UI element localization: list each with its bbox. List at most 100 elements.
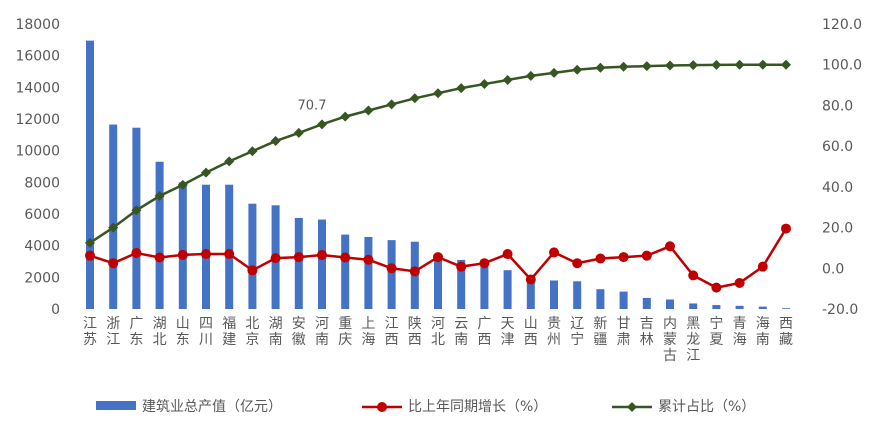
bar-series: [86, 40, 790, 310]
growth-marker: [154, 252, 165, 263]
share-marker: [177, 179, 188, 190]
share-marker: [131, 205, 142, 216]
category-label: 湖北: [153, 316, 167, 348]
category-label: 重庆: [338, 316, 352, 348]
share-marker: [409, 93, 420, 104]
category-label: 宁夏: [709, 315, 723, 348]
share-marker: [479, 79, 490, 90]
category-label: 江苏: [83, 316, 97, 348]
bar: [712, 305, 721, 309]
bar: [225, 184, 234, 309]
bar: [503, 270, 512, 309]
bar: [526, 278, 535, 309]
category-label: 四川: [199, 316, 213, 348]
category-label: 山西: [524, 316, 538, 348]
share-marker: [85, 237, 95, 248]
bar: [689, 303, 698, 309]
share-marker: [270, 136, 281, 147]
category-labels: 江苏浙江广东湖北山东四川福建北京湖南安徽河南重庆上海江西陕西河北云南广西天津山西…: [83, 315, 793, 364]
share-marker: [525, 70, 536, 81]
bar: [387, 240, 396, 309]
share-marker: [224, 156, 235, 167]
left-tick-label: 2000: [24, 270, 60, 286]
growth-marker: [688, 270, 699, 281]
share-marker: [386, 99, 397, 110]
bar: [480, 263, 489, 309]
category-label: 青海: [733, 316, 747, 348]
category-label: 新疆: [593, 316, 607, 348]
bar: [573, 281, 582, 309]
category-label: 河南: [315, 316, 329, 348]
growth-marker: [317, 250, 327, 261]
growth-marker: [549, 247, 559, 258]
growth-marker: [595, 253, 606, 264]
bar: [178, 182, 187, 309]
right-axis-ticks: -20.0 0.0 20.0 40.0 60.0 80.0 100.0 120.0: [822, 17, 862, 318]
share-marker: [502, 74, 513, 85]
bar: [364, 236, 373, 309]
growth-marker: [363, 254, 374, 265]
category-label: 贵州: [547, 316, 561, 348]
growth-marker: [502, 249, 513, 260]
share-marker: [549, 67, 559, 78]
bar: [248, 203, 257, 309]
left-tick-label: 18000: [15, 17, 60, 33]
bar: [550, 280, 558, 309]
growth-marker: [479, 258, 490, 269]
left-axis-ticks: 0 2000 4000 6000 8000 10000 12000 14000 16000 180…: [15, 17, 60, 318]
left-tick-label: 8000: [24, 175, 60, 191]
right-tick-label: 80.0: [822, 98, 853, 114]
growth-marker: [247, 265, 258, 276]
share-marker: [641, 61, 652, 72]
growth-marker: [781, 223, 791, 234]
bar: [642, 297, 651, 309]
right-tick-label: 100.0: [822, 58, 862, 74]
category-label: 陕西: [408, 316, 422, 348]
share-marker: [317, 119, 327, 130]
share-marker: [572, 64, 583, 75]
bar: [318, 219, 326, 309]
share-marker: [618, 61, 629, 72]
category-label: 湖南: [269, 316, 283, 348]
category-label: 辽宁: [570, 316, 584, 348]
growth-marker: [711, 282, 722, 293]
legend-label: 建筑业总产值（亿元）: [142, 399, 282, 415]
share-marker: [201, 167, 211, 178]
legend-swatch-bar: [96, 401, 136, 410]
category-label: 山东: [176, 316, 190, 348]
right-tick-label: 40.0: [822, 180, 853, 196]
right-tick-label: 20.0: [822, 221, 853, 237]
bar: [619, 291, 628, 309]
share-marker: [247, 146, 258, 157]
left-tick-label: 4000: [24, 239, 60, 255]
category-label: 江西: [385, 316, 399, 348]
left-tick-label: 16000: [15, 49, 60, 65]
right-tick-label: 60.0: [822, 139, 853, 155]
category-label: 安徽: [292, 316, 306, 348]
legend-swatch-marker: [627, 402, 637, 412]
category-label: 广西: [477, 316, 491, 348]
share-marker: [293, 127, 304, 138]
share-marker: [595, 62, 606, 73]
share-marker: [108, 222, 119, 233]
share-marker: [757, 59, 768, 70]
share-marker: [340, 111, 351, 122]
left-tick-label: 14000: [15, 80, 60, 96]
growth-marker: [201, 249, 211, 260]
category-label: 广东: [129, 316, 143, 348]
category-label: 北京: [245, 316, 259, 348]
left-tick-label: 10000: [15, 144, 60, 160]
growth-marker: [757, 261, 768, 272]
bar: [294, 217, 303, 309]
growth-marker: [293, 252, 304, 263]
right-tick-label: -20.0: [822, 302, 858, 318]
category-label: 上海: [361, 316, 375, 348]
category-label: 天津: [501, 316, 515, 348]
growth-marker: [525, 274, 536, 285]
right-tick-label: 0.0: [822, 261, 844, 277]
category-label: 云南: [454, 316, 468, 348]
legend-label: 累计占比（%）: [658, 399, 755, 415]
share-marker: [433, 88, 443, 99]
growth-marker: [386, 263, 397, 274]
